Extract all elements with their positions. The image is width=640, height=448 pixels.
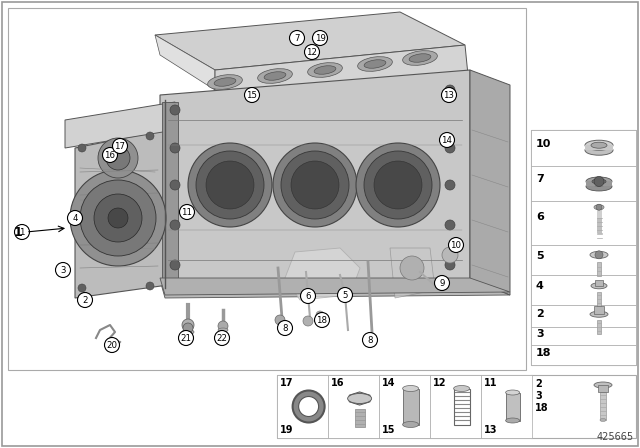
Ellipse shape [182, 329, 194, 335]
Text: 13: 13 [484, 425, 497, 435]
Circle shape [281, 151, 349, 219]
Text: 22: 22 [216, 333, 227, 343]
Circle shape [445, 180, 455, 190]
Circle shape [337, 288, 353, 302]
Polygon shape [155, 35, 215, 90]
Ellipse shape [590, 251, 608, 258]
FancyBboxPatch shape [531, 375, 636, 438]
Text: 5: 5 [342, 290, 348, 300]
Circle shape [442, 87, 456, 103]
Circle shape [70, 170, 166, 266]
Polygon shape [285, 248, 360, 300]
Circle shape [291, 161, 339, 209]
FancyBboxPatch shape [597, 320, 601, 334]
Ellipse shape [364, 60, 386, 68]
Circle shape [146, 132, 154, 140]
FancyBboxPatch shape [531, 275, 636, 305]
Ellipse shape [348, 393, 372, 404]
Ellipse shape [314, 66, 336, 74]
FancyBboxPatch shape [596, 208, 602, 218]
Ellipse shape [590, 311, 608, 317]
Circle shape [316, 311, 324, 319]
Polygon shape [349, 392, 370, 405]
Ellipse shape [403, 51, 437, 65]
Text: 425665: 425665 [597, 432, 634, 442]
Text: 7: 7 [294, 34, 300, 43]
Circle shape [80, 180, 156, 256]
Polygon shape [160, 280, 510, 298]
Circle shape [196, 151, 264, 219]
Text: 4: 4 [72, 214, 77, 223]
Ellipse shape [403, 422, 419, 427]
FancyBboxPatch shape [379, 375, 430, 438]
Text: 15: 15 [382, 425, 396, 435]
Circle shape [146, 282, 154, 290]
Circle shape [301, 289, 316, 303]
Circle shape [449, 237, 463, 253]
Circle shape [356, 143, 440, 227]
Circle shape [98, 138, 138, 178]
Text: 12: 12 [307, 47, 317, 56]
Ellipse shape [358, 56, 392, 71]
Text: 2: 2 [83, 296, 88, 305]
Circle shape [312, 30, 328, 46]
Polygon shape [162, 102, 178, 285]
Text: 8: 8 [367, 336, 372, 345]
Ellipse shape [506, 418, 520, 423]
Polygon shape [155, 12, 465, 70]
FancyBboxPatch shape [277, 375, 328, 438]
Text: 12: 12 [433, 378, 447, 388]
Circle shape [183, 323, 193, 333]
FancyBboxPatch shape [595, 280, 603, 286]
Text: 5: 5 [536, 251, 543, 261]
Ellipse shape [308, 63, 342, 78]
Ellipse shape [586, 177, 612, 186]
FancyBboxPatch shape [277, 375, 532, 438]
Circle shape [170, 143, 180, 153]
Circle shape [445, 220, 455, 230]
Circle shape [445, 260, 455, 270]
Polygon shape [160, 70, 470, 280]
Text: 21: 21 [180, 333, 191, 343]
FancyBboxPatch shape [531, 201, 636, 245]
FancyBboxPatch shape [481, 375, 532, 438]
Circle shape [292, 391, 324, 422]
FancyBboxPatch shape [328, 375, 379, 438]
Circle shape [170, 260, 180, 270]
Text: 18: 18 [535, 403, 548, 413]
Circle shape [218, 321, 228, 331]
Circle shape [445, 85, 455, 95]
Circle shape [67, 211, 83, 225]
Text: 9: 9 [439, 279, 445, 288]
Polygon shape [75, 130, 168, 298]
Circle shape [94, 194, 142, 242]
FancyBboxPatch shape [594, 306, 604, 314]
Ellipse shape [585, 145, 613, 155]
Ellipse shape [214, 78, 236, 86]
FancyBboxPatch shape [430, 375, 481, 438]
Circle shape [244, 87, 259, 103]
FancyBboxPatch shape [585, 145, 613, 150]
Ellipse shape [218, 328, 228, 332]
Circle shape [78, 144, 86, 152]
Circle shape [170, 180, 180, 190]
FancyBboxPatch shape [531, 327, 636, 345]
Circle shape [595, 251, 603, 259]
Text: 6: 6 [305, 292, 311, 301]
Text: 11: 11 [484, 378, 497, 388]
Circle shape [364, 151, 432, 219]
Circle shape [305, 44, 319, 60]
Circle shape [102, 147, 118, 163]
Circle shape [113, 138, 127, 154]
Circle shape [206, 161, 254, 209]
Circle shape [77, 293, 93, 307]
FancyBboxPatch shape [8, 8, 526, 370]
FancyBboxPatch shape [531, 305, 636, 327]
Circle shape [362, 332, 378, 348]
Ellipse shape [403, 385, 419, 392]
Polygon shape [390, 248, 435, 298]
Circle shape [108, 208, 128, 228]
Text: 3: 3 [60, 266, 66, 275]
Circle shape [400, 256, 424, 280]
